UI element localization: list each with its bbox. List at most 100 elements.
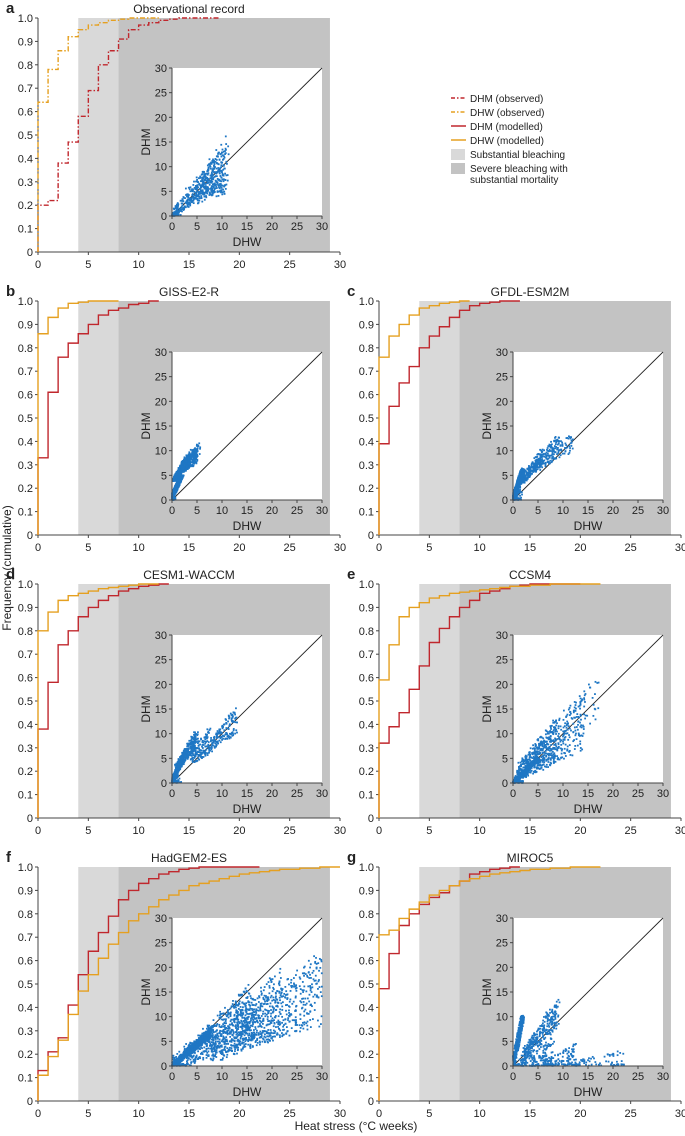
scatter-point bbox=[546, 731, 549, 733]
x-tick-label: 0 bbox=[35, 259, 41, 271]
scatter-point bbox=[176, 202, 179, 205]
panel-title: CCSM4 bbox=[509, 568, 551, 582]
scatter-point bbox=[534, 747, 536, 750]
scatter-point bbox=[185, 460, 188, 463]
scatter-point bbox=[541, 461, 544, 464]
x-tick-label: 5 bbox=[85, 825, 91, 837]
scatter-point bbox=[533, 747, 535, 750]
y-tick-label: 0.9 bbox=[359, 602, 374, 614]
scatter-point bbox=[183, 461, 186, 463]
scatter-point bbox=[516, 485, 519, 487]
x-tick-label: 10 bbox=[133, 825, 145, 837]
scatter-point bbox=[515, 483, 518, 486]
scatter-point bbox=[223, 735, 226, 738]
scatter-point bbox=[176, 211, 179, 214]
scatter-point bbox=[532, 755, 535, 758]
scatter-point bbox=[209, 749, 212, 752]
scatter-point bbox=[206, 180, 209, 182]
scatter-point bbox=[175, 211, 178, 214]
scatter-point bbox=[518, 475, 521, 478]
scatter-point bbox=[208, 732, 210, 734]
scatter-point bbox=[175, 772, 177, 774]
scatter-point bbox=[199, 754, 202, 757]
scatter-point bbox=[172, 490, 175, 493]
scatter-point bbox=[205, 195, 207, 197]
inset-x-tick-label: 5 bbox=[194, 788, 200, 800]
scatter-point bbox=[207, 730, 210, 733]
scatter-point bbox=[549, 726, 552, 729]
scatter-point bbox=[543, 746, 546, 749]
scatter-point bbox=[224, 187, 227, 190]
scatter-point bbox=[192, 451, 195, 454]
y-tick-label: 0.1 bbox=[18, 790, 33, 802]
scatter-point bbox=[174, 213, 177, 216]
scatter-point bbox=[172, 214, 175, 217]
scatter-point bbox=[181, 469, 184, 472]
scatter-point bbox=[195, 461, 198, 463]
scatter-point bbox=[229, 712, 232, 715]
scatter-point bbox=[186, 749, 189, 752]
y-tick-label: 0.2 bbox=[18, 483, 33, 495]
scatter-point bbox=[205, 737, 208, 740]
scatter-point bbox=[195, 186, 198, 189]
scatter-point bbox=[520, 764, 523, 767]
inset-x-tick-label: 0 bbox=[169, 505, 175, 517]
x-tick-label: 30 bbox=[675, 825, 685, 837]
scatter-point bbox=[188, 739, 191, 742]
scatter-point bbox=[515, 779, 518, 781]
scatter-point bbox=[519, 486, 522, 489]
scatter-point bbox=[213, 164, 215, 167]
scatter-point bbox=[519, 761, 522, 764]
scatter-point bbox=[191, 757, 193, 760]
scatter-point bbox=[206, 740, 209, 742]
scatter-point bbox=[183, 759, 186, 762]
scatter-point bbox=[188, 197, 191, 200]
scatter-point bbox=[547, 757, 550, 759]
scatter-point bbox=[182, 196, 185, 198]
scatter-point bbox=[189, 465, 192, 468]
scatter-point bbox=[192, 202, 195, 205]
scatter-point bbox=[198, 183, 200, 186]
scatter-point bbox=[192, 754, 195, 757]
scatter-point bbox=[554, 436, 557, 438]
scatter-point bbox=[210, 193, 212, 196]
y-tick-label: 0.8 bbox=[18, 626, 33, 638]
scatter-point bbox=[232, 711, 235, 714]
scatter-point bbox=[567, 437, 570, 440]
y-tick-label: 0.9 bbox=[18, 319, 33, 331]
scatter-point bbox=[207, 172, 210, 175]
scatter-point bbox=[179, 207, 182, 210]
scatter-point bbox=[214, 742, 217, 745]
scatter-point bbox=[229, 736, 232, 739]
scatter-point bbox=[189, 753, 192, 756]
scatter-point bbox=[225, 174, 228, 177]
inset-x-tick-label: 30 bbox=[657, 505, 669, 517]
scatter-point bbox=[209, 177, 212, 180]
panel-b: 00.10.20.30.40.50.60.70.80.91.00 5 10 15 20 2… bbox=[6, 283, 346, 554]
inset-y-label: DHM bbox=[139, 412, 153, 439]
scatter-point bbox=[569, 447, 571, 449]
scatter-point bbox=[180, 461, 183, 464]
scatter-point bbox=[187, 753, 190, 756]
scatter-point bbox=[218, 172, 221, 175]
scatter-point bbox=[536, 463, 539, 466]
y-tick-label: 0.8 bbox=[359, 626, 374, 638]
scatter-point bbox=[525, 479, 528, 482]
scatter-point bbox=[194, 185, 197, 187]
scatter-point bbox=[220, 166, 222, 169]
scatter-point bbox=[203, 192, 205, 195]
scatter-point bbox=[516, 497, 518, 500]
scatter-point bbox=[554, 439, 557, 442]
scatter-point bbox=[212, 167, 214, 170]
scatter-point bbox=[221, 727, 224, 730]
scatter-point bbox=[206, 187, 208, 190]
scatter-point bbox=[204, 185, 207, 187]
inset-identity-line bbox=[171, 351, 323, 501]
scatter-point bbox=[176, 481, 178, 483]
scatter-point bbox=[196, 448, 199, 451]
scatter-point bbox=[570, 441, 573, 444]
scatter-point bbox=[173, 488, 176, 491]
scatter-point bbox=[543, 759, 545, 762]
scatter-point bbox=[203, 174, 206, 177]
